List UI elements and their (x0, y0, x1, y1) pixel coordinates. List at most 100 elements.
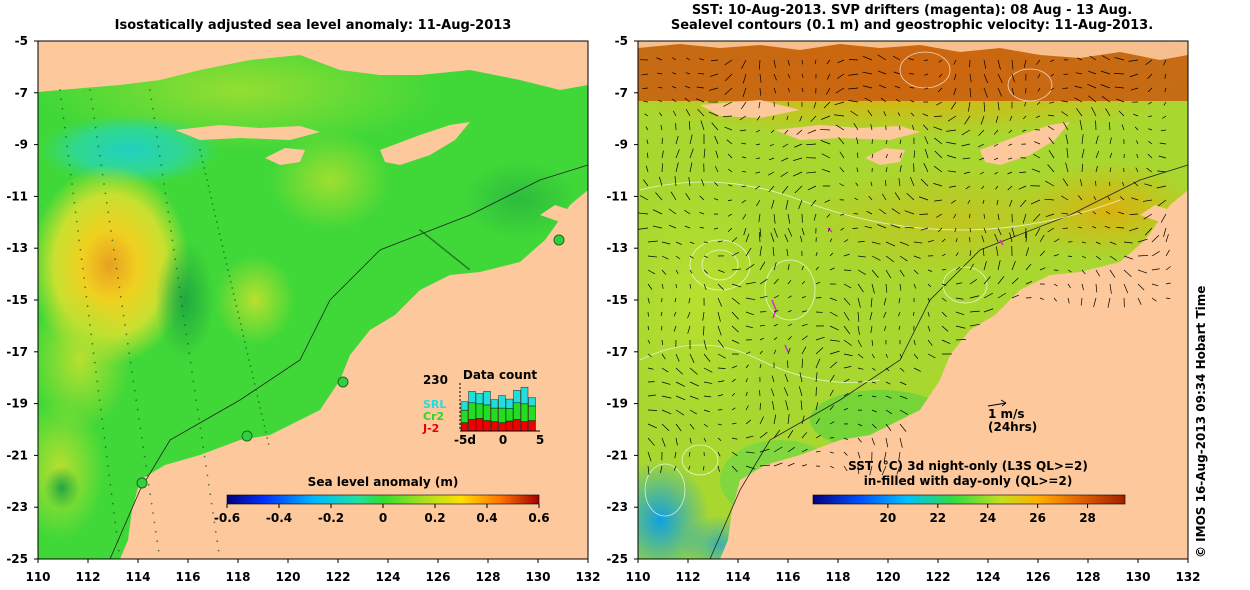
sst-ytick-label: -23 (606, 500, 628, 514)
sla-xtick-label: 118 (225, 570, 250, 584)
sealevel-contours (639, 51, 1121, 517)
sla-ytick-label: -15 (6, 293, 28, 307)
inset-bar-cr2 (475, 403, 484, 419)
sst-ytick-label: -25 (606, 552, 628, 566)
inset-bar-srl (520, 386, 529, 405)
sst-colorbar-label-1: SST (°C) 3d night-only (L3S QL>=2) (848, 459, 1088, 473)
sst-colorbar-tick-label: 22 (929, 511, 946, 525)
inset-bar-cr2 (460, 409, 469, 423)
inset-ymax-label: 230 (423, 373, 448, 387)
sla-colorbar-tick-label: 0.4 (476, 511, 497, 525)
sst-colorbar-tick-label: 26 (1029, 511, 1046, 525)
sla-title: Isostatically adjusted sea level anomaly… (115, 18, 512, 33)
inset-bar-j2 (498, 422, 506, 432)
sla-colorbar: Sea level anomaly (m) -0.6 -0.4 -0.2 0 0.2 0.… (214, 475, 550, 525)
sst-ytick-label: -13 (606, 241, 628, 255)
inset-bar-cr2 (505, 408, 514, 422)
sla-x-axis: 110 112 114 116 118 120 122 124 126 128 130 132 (25, 559, 601, 584)
velocity-scale-label: 1 m/s (988, 407, 1025, 421)
sla-colorbar-tick-label: -0.4 (266, 511, 292, 525)
sst-xtick-label: 118 (825, 570, 850, 584)
sla-colorbar-tick-label: 0.6 (528, 511, 549, 525)
sst-ytick-label: -7 (615, 86, 628, 100)
sst-map-panel: SST: 10-Aug-2013. SVP drifters (magenta)… (606, 3, 1201, 584)
inset-bar-srl (498, 395, 506, 409)
inset-bar-srl (475, 393, 484, 405)
inset-bar-srl (460, 401, 469, 411)
inset-bar-j2 (483, 420, 491, 432)
sla-colorbar-label: Sea level anomaly (m) (308, 475, 459, 489)
sst-title-line2: Sealevel contours (0.1 m) and geostrophi… (671, 18, 1153, 33)
sst-ytick-label: -19 (606, 397, 628, 411)
sla-xtick-label: 116 (175, 570, 200, 584)
sst-xtick-label: 124 (975, 570, 1000, 584)
sla-xtick-label: 126 (425, 570, 450, 584)
inset-bar-j2 (468, 419, 476, 432)
sla-xtick-label: 110 (25, 570, 50, 584)
sla-ytick-label: -19 (6, 397, 28, 411)
inset-bars (460, 386, 536, 432)
sst-y-axis: -5 -7 -9 -11 -13 -15 -17 -19 -21 -23 -25 (606, 34, 638, 566)
altimeter-tracks (59, 89, 470, 552)
sla-ytick-label: -23 (6, 500, 28, 514)
sla-ytick-label: -5 (15, 34, 28, 48)
sst-ytick-label: -9 (615, 138, 628, 152)
sla-ytick-label: -13 (6, 241, 28, 255)
inset-bar-cr2 (490, 407, 499, 422)
sla-y-axis: -5 -7 -9 -11 -13 -15 -17 -19 -21 -23 -25 (6, 34, 38, 566)
inset-bar-cr2 (483, 404, 491, 421)
sst-xtick-label: 130 (1125, 570, 1150, 584)
sla-ytick-label: -9 (15, 138, 28, 152)
inset-bar-srl (528, 397, 536, 407)
inset-bar-srl (513, 390, 521, 404)
sst-xtick-label: 120 (875, 570, 900, 584)
sst-ytick-label: -5 (615, 34, 628, 48)
imos-credit: © IMOS 16-Aug-2013 09:34 Hobart Time (1194, 286, 1208, 558)
inset-bar-srl (483, 391, 491, 406)
sla-ytick-label: -7 (15, 86, 28, 100)
inset-xtick-5: 5 (536, 433, 544, 447)
sla-colorbar-tick-label: -0.6 (214, 511, 240, 525)
inset-legend-cr2: Cr2 (423, 410, 444, 423)
svp-drifter-tracks (771, 227, 1004, 353)
sla-xtick-label: 120 (275, 570, 300, 584)
sla-xtick-label: 128 (475, 570, 500, 584)
sst-ytick-label: -21 (606, 448, 628, 462)
sla-xtick-label: 132 (575, 570, 600, 584)
sst-xtick-label: 122 (925, 570, 950, 584)
sla-map-field (38, 41, 588, 559)
sst-xtick-label: 126 (1025, 570, 1050, 584)
inset-bar-j2 (460, 422, 469, 432)
sst-x-axis: 110 112 114 116 118 120 122 124 126 128 130 132 (625, 559, 1201, 584)
sla-ytick-label: -11 (6, 189, 28, 203)
inset-bar-srl (468, 391, 476, 404)
sst-xtick-label: 128 (1075, 570, 1100, 584)
sla-ytick-label: -21 (6, 448, 28, 462)
inset-bar-cr2 (498, 407, 506, 423)
sst-ytick-label: -17 (606, 345, 628, 359)
sla-ytick-label: -25 (6, 552, 28, 566)
inset-xtick-neg5: -5d (454, 433, 476, 447)
sst-title-line1: SST: 10-Aug-2013. SVP drifters (magenta)… (692, 3, 1132, 18)
velocity-scale: 1 m/s (24hrs) (987, 399, 1037, 434)
sst-xtick-label: 112 (675, 570, 700, 584)
geostrophic-velocity-arrows (638, 54, 1171, 476)
inset-bar-j2 (505, 420, 514, 432)
sst-colorbar-tick-label: 20 (880, 511, 897, 525)
sst-ytick-label: -11 (606, 189, 628, 203)
inset-bar-cr2 (528, 405, 536, 421)
sst-ytick-label: -15 (606, 293, 628, 307)
velocity-scale-sub: (24hrs) (988, 420, 1037, 434)
sla-xtick-label: 114 (125, 570, 150, 584)
sla-xtick-label: 122 (325, 570, 350, 584)
sla-xtick-label: 124 (375, 570, 400, 584)
sst-colorbar-tick-label: 28 (1079, 511, 1096, 525)
sla-map-panel: Isostatically adjusted sea level anomaly… (6, 18, 600, 584)
sst-colorbar-label-2: in-filled with day-only (QL>=2) (864, 474, 1073, 488)
inset-bar-j2 (490, 421, 499, 432)
inset-xtick-0: 0 (499, 433, 507, 447)
sst-xtick-label: 114 (725, 570, 750, 584)
sst-xtick-label: 116 (775, 570, 800, 584)
inset-bar-cr2 (468, 402, 476, 420)
sst-xtick-label: 110 (625, 570, 650, 584)
